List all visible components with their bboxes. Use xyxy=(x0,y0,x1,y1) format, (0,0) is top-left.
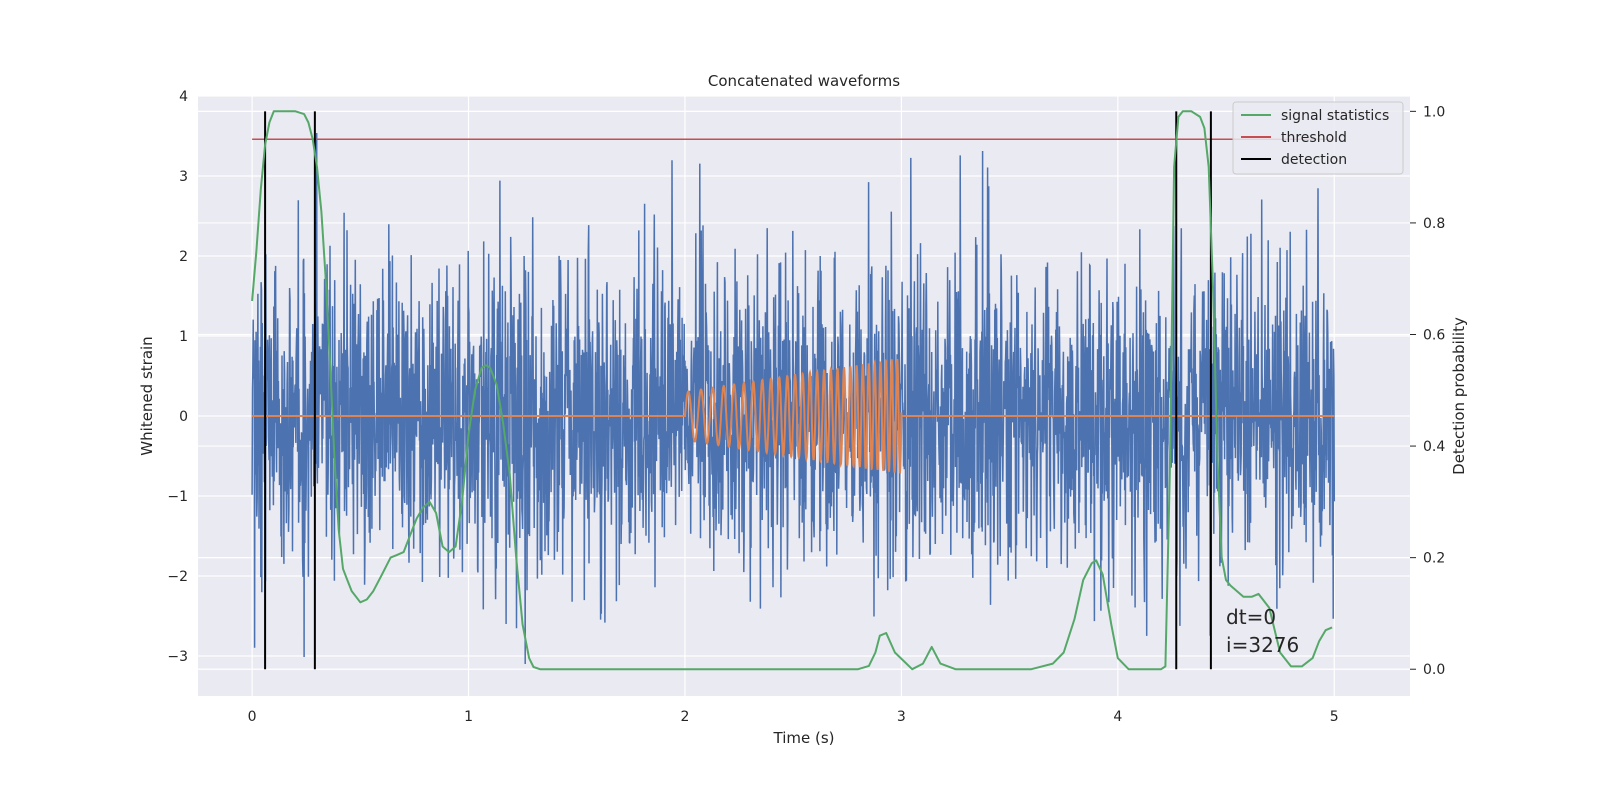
y-tick-label: 0 xyxy=(179,409,188,425)
annotation-text: dt=0 xyxy=(1226,605,1276,629)
y-axis-right: 0.0 0.2 0.4 0.6 0.8 1.0 xyxy=(1410,104,1445,678)
y-axis-left: −3 −2 −1 0 1 2 3 4 xyxy=(167,89,188,665)
y-tick-label: −3 xyxy=(167,649,188,665)
legend-label: threshold xyxy=(1281,130,1347,146)
y2-tick-label: 0.0 xyxy=(1423,662,1445,678)
series-detection xyxy=(264,111,1212,670)
legend-box xyxy=(1232,101,1404,175)
y2-tick-label: 0.4 xyxy=(1423,439,1445,455)
series-waveform xyxy=(252,358,1335,474)
y-tick-label: 2 xyxy=(179,249,188,265)
annotation-text: i=3276 xyxy=(1226,633,1299,657)
y2-axis-label: Detection probability xyxy=(1450,317,1468,475)
x-tick-label: 5 xyxy=(1330,709,1339,725)
x-axis-label: Time (s) xyxy=(773,729,835,747)
legend-label: detection xyxy=(1281,152,1347,168)
y-tick-label: 1 xyxy=(179,329,188,345)
y2-tick-label: 0.6 xyxy=(1423,327,1445,343)
y-tick-label: −2 xyxy=(167,569,188,585)
y2-tick-label: 1.0 xyxy=(1423,104,1445,120)
legend: signal statistics threshold detection xyxy=(1232,101,1404,175)
x-tick-label: 1 xyxy=(464,709,473,725)
y-tick-label: 4 xyxy=(179,89,188,105)
x-tick-label: 4 xyxy=(1113,709,1122,725)
series-strain xyxy=(251,132,1336,665)
x-axis: 0 1 2 3 4 5 xyxy=(248,709,1339,725)
strain-line xyxy=(251,132,1336,665)
legend-label: signal statistics xyxy=(1281,108,1389,124)
chart-title: Concatenated waveforms xyxy=(708,72,900,90)
x-tick-label: 3 xyxy=(897,709,906,725)
y-tick-label: −1 xyxy=(167,489,188,505)
y-tick-label: 3 xyxy=(179,169,188,185)
y2-tick-label: 0.8 xyxy=(1423,216,1445,232)
x-tick-label: 0 xyxy=(248,709,257,725)
y-axis-label: Whitened strain xyxy=(138,336,156,455)
signal-statistics-line xyxy=(251,110,1333,671)
waveform-line xyxy=(252,358,1335,474)
annotations: dt=0 i=3276 xyxy=(1226,605,1299,657)
y2-tick-label: 0.2 xyxy=(1423,551,1445,567)
x-tick-label: 2 xyxy=(681,709,690,725)
series-signal-statistics xyxy=(251,110,1333,671)
